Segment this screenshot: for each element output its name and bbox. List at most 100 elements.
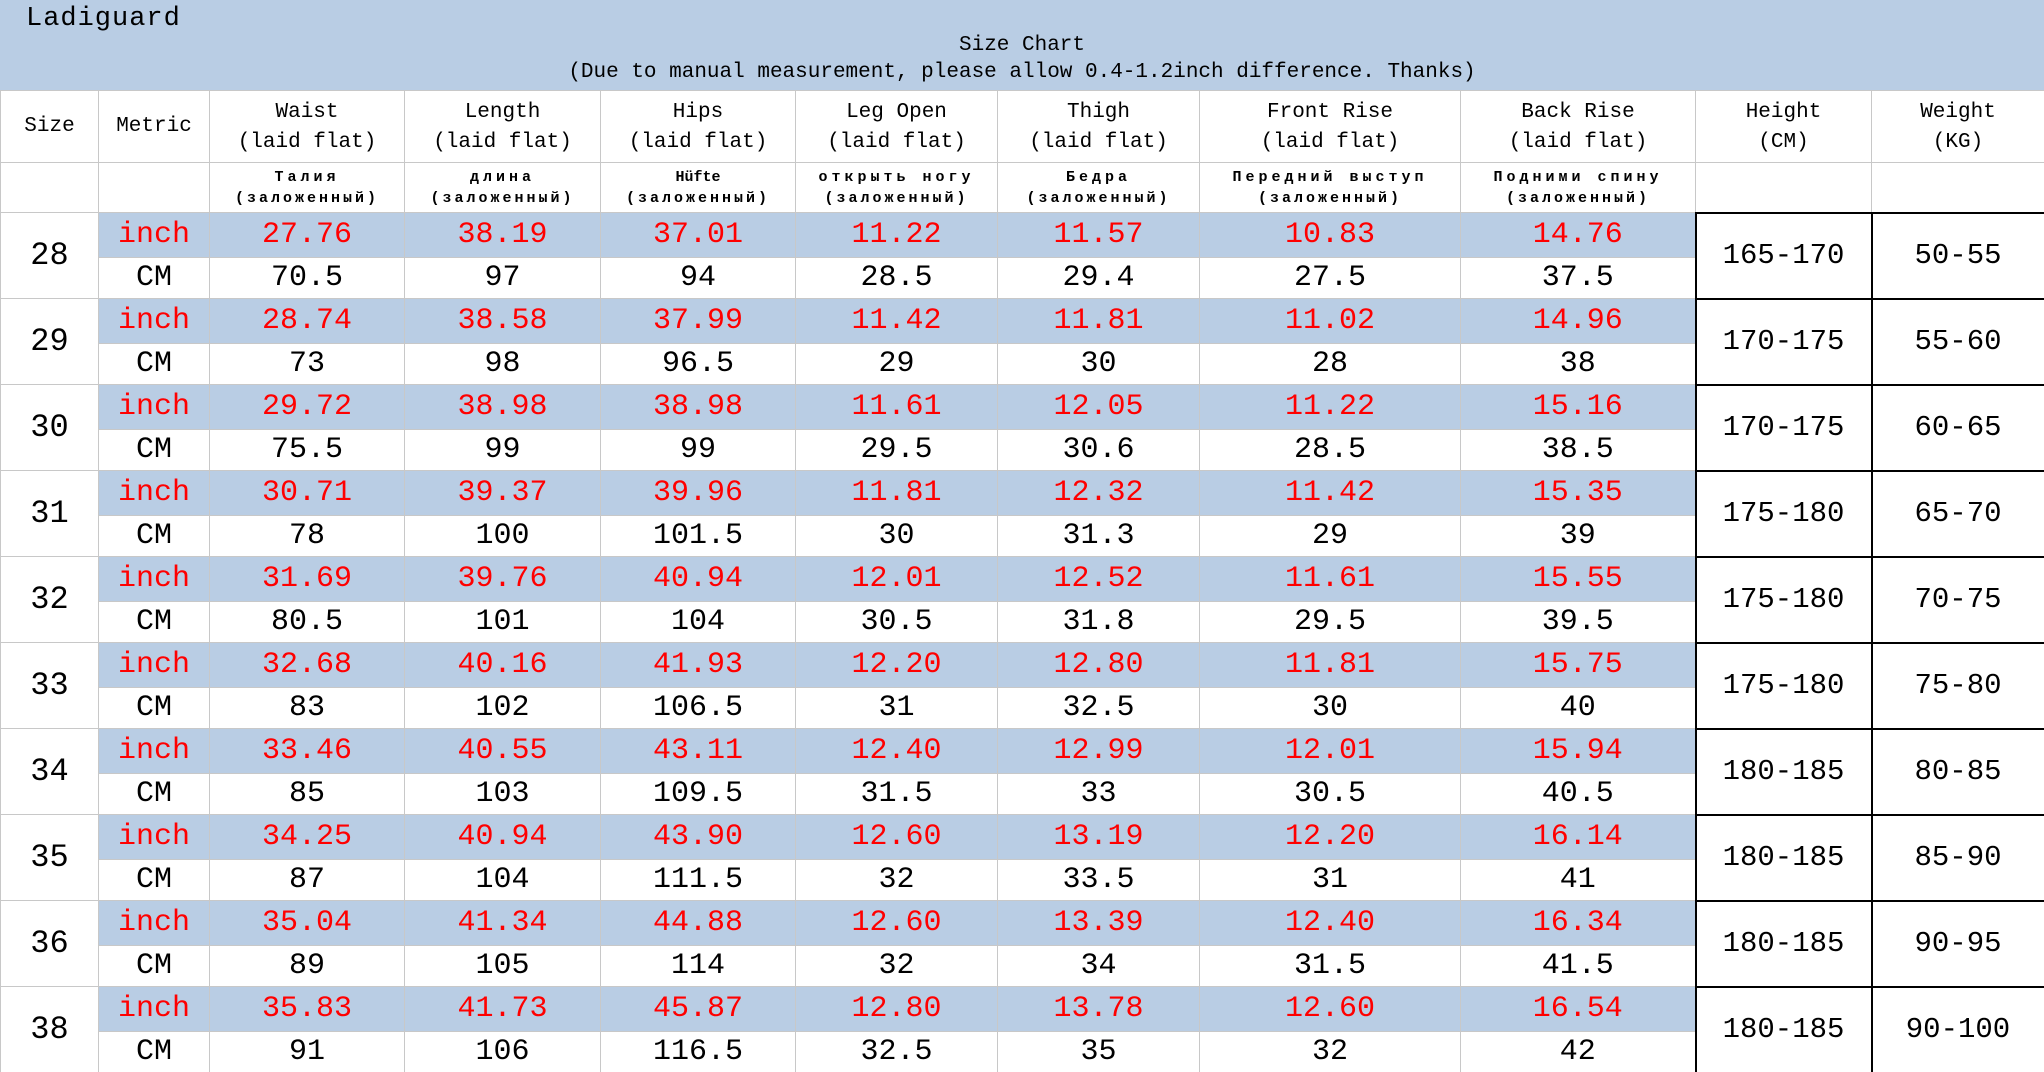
cm-value-cell: 111.5	[600, 859, 796, 901]
size-row-cm: CM 85 103 109.5 31.5 33 30.5 40.5	[1, 773, 2044, 815]
cm-value-cell: 89	[209, 945, 405, 987]
header-cell-weight: Weight (KG)	[1871, 90, 2044, 163]
inch-value-cell: 12.99	[997, 728, 1200, 774]
table-body: 28 inch 27.76 38.19 37.01 11.22 11.57 10.83 14.7…	[0, 211, 2044, 1072]
size-cell: 30	[0, 384, 99, 471]
size-row-cm: CM 80.5 101 104 30.5 31.8 29.5 39.5	[1, 601, 2044, 643]
inch-value-cell: 37.01	[600, 212, 796, 258]
inch-value-cell: 11.42	[795, 298, 998, 344]
metric-inch-cell: inch	[98, 298, 210, 344]
cm-value-cell: 32.5	[997, 687, 1200, 729]
cm-value-cell: 38.5	[1460, 429, 1696, 471]
inch-value-cell: 15.35	[1460, 470, 1696, 516]
size-row-inch: 28 inch 27.76 38.19 37.01 11.22 11.57 10.83 14.7…	[0, 211, 2044, 300]
russian-cell-front-rise: Передний выступ (заложенный)	[1199, 162, 1461, 213]
inch-value-cell: 38.19	[404, 212, 601, 258]
inch-value-cell: 11.02	[1199, 298, 1461, 344]
height-range-cell: 180-185	[1694, 985, 1873, 1072]
chart-title: Size Chart	[958, 34, 1086, 57]
russian-cell-empty	[0, 162, 99, 213]
russian-cell-back-rise: Подними спину (заложенный)	[1460, 162, 1696, 213]
cm-value-cell: 39	[1460, 515, 1696, 557]
height-range-cell: 180-185	[1694, 727, 1873, 816]
cm-value-cell: 31.5	[1199, 945, 1461, 987]
metric-cm-cell: CM	[98, 773, 210, 815]
metric-inch-cell: inch	[98, 814, 210, 860]
height-range-cell: 175-180	[1694, 469, 1873, 558]
russian-cell-leg-open: открыть ногу (заложенный)	[795, 162, 998, 213]
cm-value-cell: 94	[600, 257, 796, 299]
cm-value-cell: 97	[404, 257, 601, 299]
cm-value-cell: 106	[404, 1031, 601, 1072]
inch-value-cell: 12.01	[795, 556, 998, 602]
inch-value-cell: 15.94	[1460, 728, 1696, 774]
metric-inch-cell: inch	[98, 556, 210, 602]
size-cell: 28	[0, 212, 99, 299]
russian-cell-empty	[1871, 162, 2044, 213]
cm-value-cell: 75.5	[209, 429, 405, 471]
cm-value-cell: 31	[795, 687, 998, 729]
cm-value-cell: 40.5	[1460, 773, 1696, 815]
inch-value-cell: 12.80	[997, 642, 1200, 688]
inch-value-cell: 12.05	[997, 384, 1200, 430]
inch-value-cell: 11.81	[795, 470, 998, 516]
inch-value-cell: 31.69	[209, 556, 405, 602]
size-row-cm: CM 83 102 106.5 31 32.5 30 40	[1, 687, 2044, 729]
weight-range-cell: 65-70	[1870, 469, 2044, 558]
inch-value-cell: 12.01	[1199, 728, 1461, 774]
header-cell-hips: Hips (laid flat)	[600, 90, 796, 163]
size-row-inch: 30 inch 29.72 38.98 38.98 11.61 12.05 11.22 15.1…	[0, 383, 2044, 472]
inch-value-cell: 38.98	[600, 384, 796, 430]
metric-cm-cell: CM	[98, 257, 210, 299]
metric-cm-cell: CM	[98, 859, 210, 901]
size-cell: 38	[0, 986, 99, 1072]
inch-value-cell: 38.98	[404, 384, 601, 430]
cm-value-cell: 109.5	[600, 773, 796, 815]
metric-cm-cell: CM	[98, 687, 210, 729]
size-row-inch: 33 inch 32.68 40.16 41.93 12.20 12.80 11.81 15.7…	[0, 641, 2044, 730]
size-row-inch: 38 inch 35.83 41.73 45.87 12.80 13.78 12.60 16.5…	[0, 985, 2044, 1072]
metric-cm-cell: CM	[98, 601, 210, 643]
cm-value-cell: 41.5	[1460, 945, 1696, 987]
header-cell-front-rise: Front Rise (laid flat)	[1199, 90, 1461, 163]
cm-value-cell: 85	[209, 773, 405, 815]
inch-value-cell: 45.87	[600, 986, 796, 1032]
cm-value-cell: 105	[404, 945, 601, 987]
metric-inch-cell: inch	[98, 642, 210, 688]
cm-value-cell: 29	[795, 343, 998, 385]
size-row-inch: 29 inch 28.74 38.58 37.99 11.42 11.81 11.02 14.9…	[0, 297, 2044, 386]
metric-cm-cell: CM	[98, 515, 210, 557]
inch-value-cell: 12.52	[997, 556, 1200, 602]
cm-value-cell: 32	[795, 945, 998, 987]
cm-value-cell: 38	[1460, 343, 1696, 385]
cm-value-cell: 33	[997, 773, 1200, 815]
inch-value-cell: 27.76	[209, 212, 405, 258]
inch-value-cell: 32.68	[209, 642, 405, 688]
inch-value-cell: 41.73	[404, 986, 601, 1032]
inch-value-cell: 13.78	[997, 986, 1200, 1032]
inch-value-cell: 12.20	[1199, 814, 1461, 860]
inch-value-cell: 39.37	[404, 470, 601, 516]
cm-value-cell: 99	[404, 429, 601, 471]
size-cell: 34	[0, 728, 99, 815]
cm-value-cell: 32.5	[795, 1031, 998, 1072]
inch-value-cell: 35.04	[209, 900, 405, 946]
inch-value-cell: 43.11	[600, 728, 796, 774]
inch-value-cell: 43.90	[600, 814, 796, 860]
weight-range-cell: 90-95	[1870, 899, 2044, 988]
table-head: Size Metric Waist (laid flat) Length (la…	[0, 90, 2044, 213]
cm-value-cell: 73	[209, 343, 405, 385]
cm-value-cell: 98	[404, 343, 601, 385]
weight-range-cell: 70-75	[1870, 555, 2044, 644]
cm-value-cell: 80.5	[209, 601, 405, 643]
cm-value-cell: 91	[209, 1031, 405, 1072]
header-cell-thigh: Thigh (laid flat)	[997, 90, 1200, 163]
cm-value-cell: 30.6	[997, 429, 1200, 471]
cm-value-cell: 100	[404, 515, 601, 557]
header-cell-waist: Waist (laid flat)	[209, 90, 405, 163]
cm-value-cell: 30	[997, 343, 1200, 385]
height-range-cell: 175-180	[1694, 555, 1873, 644]
weight-range-cell: 85-90	[1870, 813, 2044, 902]
cm-value-cell: 116.5	[600, 1031, 796, 1072]
metric-cm-cell: CM	[98, 1031, 210, 1072]
